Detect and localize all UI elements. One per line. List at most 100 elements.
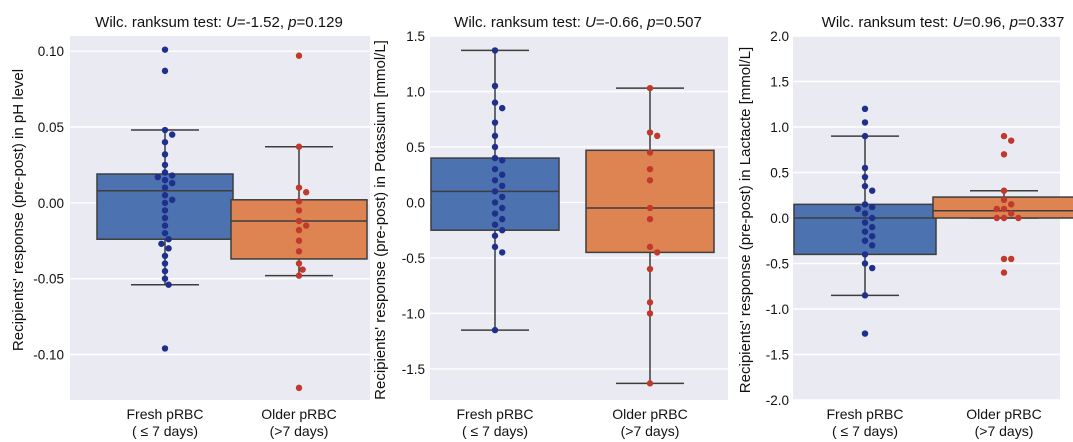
data-point [295, 272, 303, 279]
data-point [295, 237, 303, 244]
data-point [869, 203, 876, 211]
y-tick-label: -0.10 [33, 348, 64, 363]
data-point [869, 187, 876, 194]
x-category-sublabel: (>7 days) [270, 423, 329, 439]
data-point [491, 132, 499, 140]
y-tick-label: -1.0 [402, 306, 425, 321]
box-group-1 [793, 105, 937, 337]
data-point [295, 184, 303, 191]
data-point [993, 205, 1000, 213]
data-point [861, 105, 869, 113]
y-axis-label: Recipients' response (pre-post) in Potas… [372, 40, 389, 400]
data-point [869, 264, 876, 272]
data-point [491, 243, 499, 251]
data-point [161, 169, 169, 176]
data-point [161, 192, 169, 199]
data-point [161, 267, 169, 275]
data-point [295, 248, 303, 255]
box-group-1 [430, 47, 560, 334]
data-point [654, 132, 661, 140]
data-point [646, 84, 654, 92]
data-point [861, 210, 869, 217]
box [96, 173, 234, 240]
data-point [491, 232, 499, 239]
y-tick-label: 1.0 [406, 84, 425, 99]
y-tick-label: -1.5 [766, 348, 789, 363]
data-point [295, 143, 303, 150]
data-point [1008, 255, 1015, 263]
data-point [491, 119, 499, 126]
data-point [861, 173, 869, 181]
data-point [861, 119, 869, 126]
data-point [161, 222, 169, 229]
data-point [1000, 187, 1008, 194]
box-group-2 [932, 132, 1073, 276]
data-point [1000, 214, 1008, 222]
data-point [1000, 269, 1008, 276]
data-point [861, 201, 869, 208]
y-tick-label: -0.5 [402, 251, 425, 266]
y-tick-label: -1.5 [402, 362, 425, 377]
data-point [161, 176, 169, 184]
data-point [1008, 137, 1015, 144]
data-point [169, 196, 176, 203]
data-point [491, 326, 499, 334]
data-point [295, 217, 303, 225]
data-point [161, 67, 169, 75]
panel-title: Wilc. ranksum test: U=-0.66, p=0.507 [454, 14, 702, 31]
x-category-sublabel: (>7 days) [975, 423, 1034, 439]
data-point [861, 251, 869, 258]
data-point [869, 214, 876, 222]
y-tick-label: 0.0 [770, 211, 789, 226]
data-point [499, 227, 506, 234]
x-category-sublabel: (>7 days) [621, 423, 680, 439]
x-category-label: Fresh pRBC [456, 406, 533, 422]
data-point [295, 260, 303, 267]
data-point [861, 132, 869, 140]
box-group-2 [230, 52, 368, 392]
data-point [861, 228, 869, 235]
x-category-sublabel: ( ≤ 7 days) [132, 423, 198, 439]
data-point [1000, 255, 1008, 263]
data-point [491, 165, 499, 173]
data-point [861, 219, 869, 226]
y-tick-label: -1.0 [766, 302, 789, 317]
data-point [161, 345, 169, 352]
data-point [491, 143, 499, 151]
data-point [299, 266, 306, 273]
data-point [161, 184, 169, 191]
data-point [169, 131, 176, 138]
data-point [1000, 132, 1008, 140]
data-point [646, 165, 654, 173]
data-point [499, 249, 506, 256]
data-point [861, 164, 869, 172]
y-axis-label: Recipients' response (pre-post) in pH le… [10, 69, 27, 351]
y-tick-label: 1.5 [406, 29, 425, 44]
data-point [646, 129, 654, 136]
data-point [869, 242, 876, 249]
data-point [161, 161, 169, 169]
data-point [169, 172, 176, 179]
panel-title: Wilc. ranksum test: U=0.96, p=0.337 [822, 14, 1065, 31]
y-tick-label: 2.0 [770, 29, 789, 44]
panel-1: Wilc. ranksum test: U=-1.52, p=0.129 Rec… [10, 14, 370, 439]
data-point [499, 204, 506, 212]
data-point [165, 236, 172, 243]
data-point [499, 215, 506, 223]
data-point [161, 214, 169, 222]
data-point [295, 226, 303, 234]
data-point [491, 210, 499, 217]
data-point [646, 310, 654, 317]
data-point [295, 198, 303, 205]
data-point [295, 52, 303, 59]
box [585, 149, 715, 254]
data-point [303, 222, 310, 229]
data-point [158, 240, 165, 247]
data-point [646, 177, 654, 184]
y-tick-label: -2.0 [766, 393, 789, 408]
data-point [161, 46, 169, 53]
y-tick-label: 0.5 [770, 166, 789, 181]
data-point [861, 237, 869, 244]
data-point [854, 205, 861, 213]
